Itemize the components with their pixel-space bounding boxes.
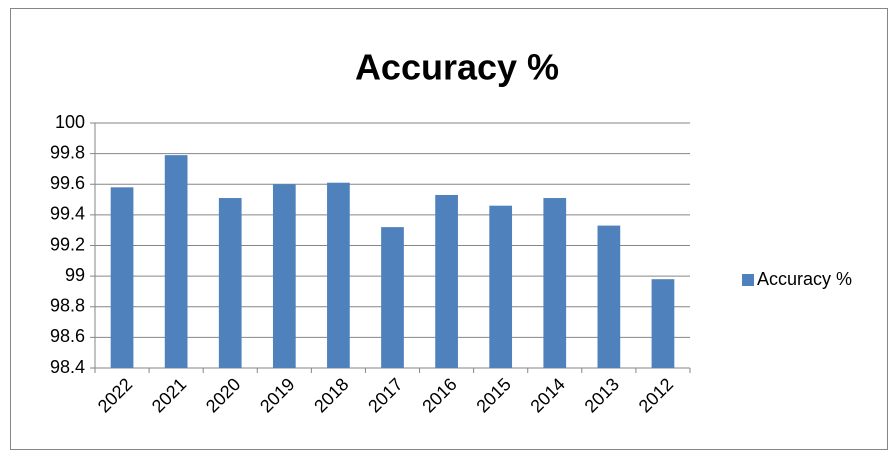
bar — [327, 182, 350, 368]
bar — [435, 194, 458, 368]
bar — [489, 205, 513, 368]
y-tick-label: 98.8 — [50, 296, 85, 316]
y-tick-label: 99.4 — [50, 204, 85, 224]
y-tick-label: 99.8 — [50, 142, 85, 162]
legend-swatch — [742, 274, 754, 286]
bar — [651, 279, 675, 368]
chart-title: Accuracy % — [355, 47, 559, 88]
y-tick-label: 99.2 — [50, 234, 85, 254]
y-tick-label: 99 — [65, 265, 85, 285]
y-tick-label: 98.4 — [50, 357, 85, 377]
y-tick-label: 100 — [55, 112, 85, 132]
bar — [164, 155, 188, 368]
bar — [110, 187, 134, 368]
bar — [272, 184, 296, 368]
bar — [597, 225, 621, 368]
y-tick-label: 98.6 — [50, 326, 85, 346]
bar — [218, 198, 242, 368]
bar — [543, 198, 567, 368]
y-tick-label: 99.6 — [50, 173, 85, 193]
legend-label: Accuracy % — [757, 269, 852, 289]
bar — [381, 227, 404, 368]
